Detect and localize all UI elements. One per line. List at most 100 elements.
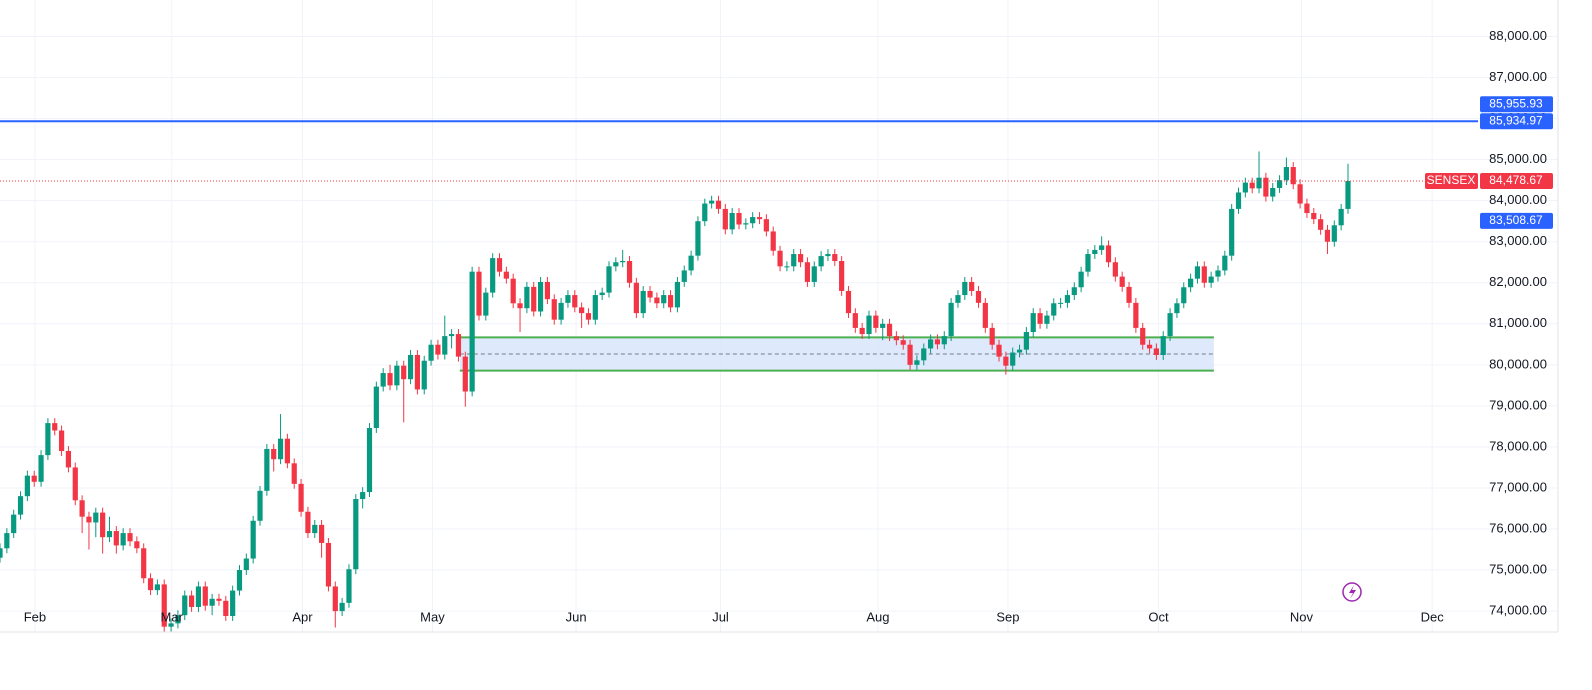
candle-body xyxy=(100,512,106,538)
y-tick-label: 81,000.00 xyxy=(1489,315,1547,330)
candle-body xyxy=(777,250,783,267)
candle-body xyxy=(1235,192,1242,209)
candle-body xyxy=(168,623,174,627)
candle-body xyxy=(654,297,660,304)
y-tick-label: 76,000.00 xyxy=(1489,520,1547,535)
y-tick-label: 79,000.00 xyxy=(1489,397,1547,412)
icon-bolt[interactable] xyxy=(1349,585,1356,599)
candle-body xyxy=(236,570,243,591)
y-tick-label: 82,000.00 xyxy=(1489,274,1547,289)
candle-body xyxy=(277,438,284,460)
candle-body xyxy=(387,373,393,386)
candle-body xyxy=(175,615,181,624)
candle-body xyxy=(531,286,537,312)
candle-body xyxy=(1249,182,1255,189)
candle-body xyxy=(709,200,715,204)
y-tick-label: 80,000.00 xyxy=(1489,356,1547,371)
x-tick-label: Aug xyxy=(866,609,889,624)
candle-body xyxy=(1058,302,1064,304)
candle-body xyxy=(319,524,325,543)
y-tick-label: 78,000.00 xyxy=(1489,438,1547,453)
candle-body xyxy=(113,531,119,546)
candle-body xyxy=(141,548,147,579)
candle-body xyxy=(927,339,934,349)
candle-body xyxy=(346,569,352,603)
candle-body xyxy=(1167,313,1173,337)
candle-body xyxy=(1140,327,1146,345)
candle-body xyxy=(640,290,646,314)
candle-body xyxy=(1215,270,1221,277)
candle-body xyxy=(941,336,947,345)
x-tick-label: Dec xyxy=(1421,609,1445,624)
candle-body xyxy=(592,295,598,320)
series-name-box xyxy=(1425,173,1478,190)
candle-body xyxy=(674,281,681,308)
candle-body xyxy=(633,282,639,314)
candle-body xyxy=(1229,208,1235,256)
candle-body xyxy=(1003,356,1009,366)
candle-body xyxy=(784,266,790,268)
x-tick-label: Jun xyxy=(566,609,587,624)
y-tick-label: 83,000.00 xyxy=(1489,233,1547,248)
candle-body xyxy=(380,373,386,387)
candle-body xyxy=(667,295,674,308)
candle-body xyxy=(1133,302,1139,328)
candle-body xyxy=(1112,262,1118,277)
candle-body xyxy=(1283,167,1290,181)
candle-body xyxy=(914,360,920,365)
candle-body xyxy=(791,254,797,267)
candle-body xyxy=(702,203,708,222)
candle-body xyxy=(0,548,3,558)
lightning-icon[interactable] xyxy=(1342,582,1362,602)
candle-body xyxy=(65,451,72,468)
candle-body xyxy=(428,344,434,361)
y-tick-label: 74,000.00 xyxy=(1489,603,1547,618)
candle-body xyxy=(524,286,530,309)
candle-body xyxy=(1010,352,1016,366)
price-label-box xyxy=(1480,96,1553,113)
candle-body xyxy=(1023,332,1029,350)
candle-body xyxy=(825,254,831,257)
price-label-box xyxy=(1480,212,1553,229)
candle-body xyxy=(886,323,893,337)
candle-body xyxy=(476,271,482,316)
candle-body xyxy=(86,516,92,523)
zone xyxy=(459,337,1214,371)
candle-body xyxy=(996,344,1002,357)
candle-body xyxy=(469,271,475,392)
candle-body xyxy=(1338,208,1344,226)
candle-body xyxy=(1324,229,1331,242)
candle-body xyxy=(1064,295,1071,303)
candle-body xyxy=(1290,167,1296,185)
candle-body xyxy=(544,281,551,300)
candle-body xyxy=(127,533,133,542)
candle-body xyxy=(839,261,845,291)
candle-body xyxy=(736,212,742,225)
candle-body xyxy=(11,514,17,534)
candle-body xyxy=(811,266,817,282)
candle-body xyxy=(763,219,769,232)
candle-body xyxy=(230,590,236,616)
candle-body xyxy=(510,278,516,304)
candle-body xyxy=(1297,184,1303,204)
candle-body xyxy=(1044,315,1050,324)
candle-body xyxy=(1119,276,1125,287)
candle-body xyxy=(1030,313,1036,333)
candle-body xyxy=(832,254,838,262)
candle-body xyxy=(893,336,899,341)
candle-body xyxy=(394,365,400,386)
candle-body xyxy=(729,212,735,230)
candle-body xyxy=(332,586,338,612)
candle-body xyxy=(715,200,722,209)
candle-body xyxy=(312,524,318,534)
x-tick-label: May xyxy=(420,609,445,624)
candle-body xyxy=(1188,278,1194,288)
candle-body xyxy=(490,258,496,293)
candle-body xyxy=(579,307,585,314)
candle-body xyxy=(1311,212,1317,220)
candle-body xyxy=(606,266,612,293)
candle-body xyxy=(1194,266,1201,279)
candle-body xyxy=(1078,271,1084,288)
last-price-box xyxy=(1480,173,1553,190)
candle-body xyxy=(572,295,578,308)
